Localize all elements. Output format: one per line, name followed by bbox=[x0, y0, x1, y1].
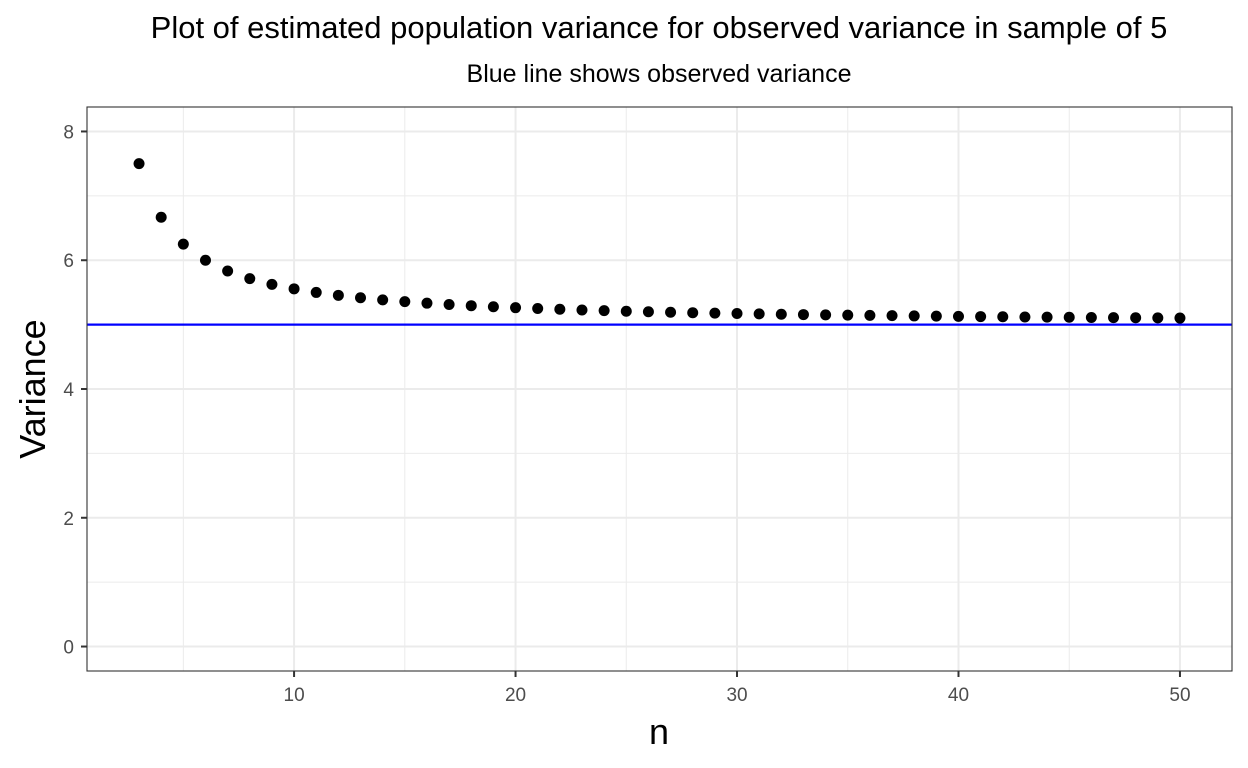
data-points bbox=[133, 158, 1186, 324]
data-point bbox=[997, 311, 1009, 323]
data-point bbox=[487, 301, 499, 313]
data-point bbox=[244, 273, 256, 285]
data-point bbox=[775, 308, 787, 320]
axes: 10 20 30 40 50 0 2 4 6 8 bbox=[63, 122, 1190, 706]
y-axis-title: Variance bbox=[12, 319, 53, 458]
data-point bbox=[1019, 311, 1031, 323]
data-point bbox=[975, 311, 987, 323]
data-point bbox=[266, 278, 278, 290]
data-point bbox=[155, 211, 167, 223]
data-point bbox=[199, 254, 211, 266]
data-point bbox=[465, 300, 477, 312]
data-point bbox=[554, 303, 566, 315]
data-point bbox=[421, 297, 433, 309]
data-point bbox=[864, 309, 876, 321]
x-tick-label: 20 bbox=[505, 685, 526, 706]
y-tick-label: 2 bbox=[63, 509, 74, 530]
data-point bbox=[1174, 312, 1186, 324]
data-point bbox=[1152, 312, 1164, 324]
data-point bbox=[797, 309, 809, 321]
x-axis-title: n bbox=[649, 711, 669, 752]
y-tick-label: 4 bbox=[63, 380, 74, 401]
data-point bbox=[332, 289, 344, 301]
data-point bbox=[1085, 311, 1097, 323]
data-point bbox=[399, 296, 411, 308]
data-point bbox=[886, 310, 898, 322]
data-point bbox=[842, 309, 854, 321]
data-point bbox=[687, 307, 699, 319]
data-point bbox=[377, 294, 389, 306]
data-point bbox=[908, 310, 920, 322]
data-point bbox=[222, 265, 234, 277]
data-point bbox=[598, 305, 610, 317]
data-point bbox=[753, 308, 765, 320]
data-point bbox=[133, 158, 145, 170]
y-tick-label: 6 bbox=[63, 251, 74, 272]
grid-lines bbox=[87, 107, 1232, 671]
data-point bbox=[177, 238, 189, 250]
data-point bbox=[1063, 311, 1075, 323]
data-point bbox=[620, 305, 632, 317]
y-tick-label: 0 bbox=[63, 638, 74, 659]
data-point bbox=[952, 310, 964, 322]
y-tick-label: 8 bbox=[63, 122, 74, 143]
x-tick-label: 50 bbox=[1169, 685, 1190, 706]
x-tick-label: 10 bbox=[284, 685, 305, 706]
data-point bbox=[1041, 311, 1053, 323]
data-point bbox=[1130, 312, 1142, 324]
data-point bbox=[709, 307, 721, 319]
x-tick-label: 30 bbox=[726, 685, 747, 706]
data-point bbox=[355, 292, 367, 304]
data-point bbox=[288, 283, 300, 295]
x-tick-label: 40 bbox=[948, 685, 969, 706]
data-point bbox=[930, 310, 942, 322]
data-point bbox=[532, 303, 544, 315]
chart-subtitle: Blue line shows observed variance bbox=[466, 60, 852, 88]
chart-title: Plot of estimated population variance fo… bbox=[150, 10, 1168, 45]
data-point bbox=[665, 306, 677, 318]
data-point bbox=[820, 309, 832, 321]
data-point bbox=[510, 302, 522, 314]
data-point bbox=[642, 306, 654, 318]
data-point bbox=[443, 298, 455, 310]
data-point bbox=[1108, 312, 1120, 324]
data-point bbox=[576, 304, 588, 316]
data-point bbox=[310, 286, 322, 298]
data-point bbox=[731, 308, 743, 320]
